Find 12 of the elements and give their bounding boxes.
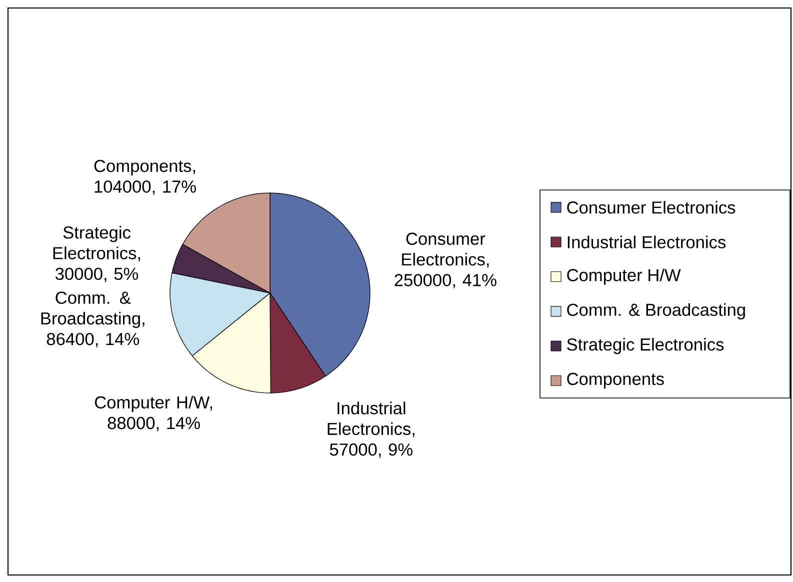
data-label: Consumer Electronics, 250000, 41% xyxy=(394,232,496,288)
legend-label: Comm. & Broadcasting xyxy=(567,303,745,320)
data-label: Comm. & Broadcasting, 86400, 14% xyxy=(41,292,144,348)
data-label: Industrial Electronics, 57000, 9% xyxy=(328,402,414,458)
data-label: Strategic Electronics, 30000, 5% xyxy=(53,226,140,282)
legend-label: Consumer Electronics xyxy=(567,200,736,214)
legend-label: Industrial Electronics xyxy=(568,236,726,248)
data-label: Computer H/W, 88000, 14% xyxy=(94,396,212,432)
legend-label: Strategic Electronics xyxy=(567,338,724,354)
legend-label: Computer H/W xyxy=(567,268,681,285)
legend-label: Components xyxy=(567,372,664,389)
data-label: Components, 104000, 17% xyxy=(94,160,196,195)
